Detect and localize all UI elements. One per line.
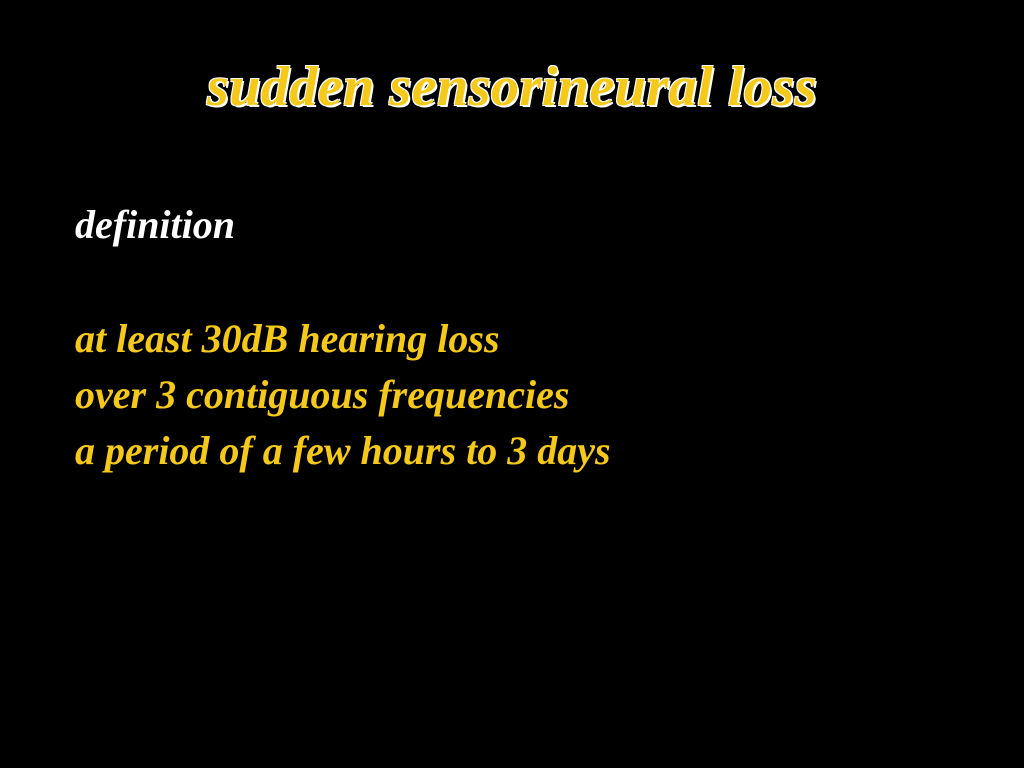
slide-title: sudden sensorineural loss (0, 0, 1024, 119)
slide-body: definition at least 30dB hearing loss ov… (0, 119, 1024, 479)
bullet-line: over 3 contiguous frequencies (75, 367, 1024, 423)
subheading: definition (75, 197, 1024, 253)
bullet-line: a period of a few hours to 3 days (75, 423, 1024, 479)
slide: sudden sensorineural loss definition at … (0, 0, 1024, 768)
spacer (75, 253, 1024, 311)
bullet-line: at least 30dB hearing loss (75, 311, 1024, 367)
